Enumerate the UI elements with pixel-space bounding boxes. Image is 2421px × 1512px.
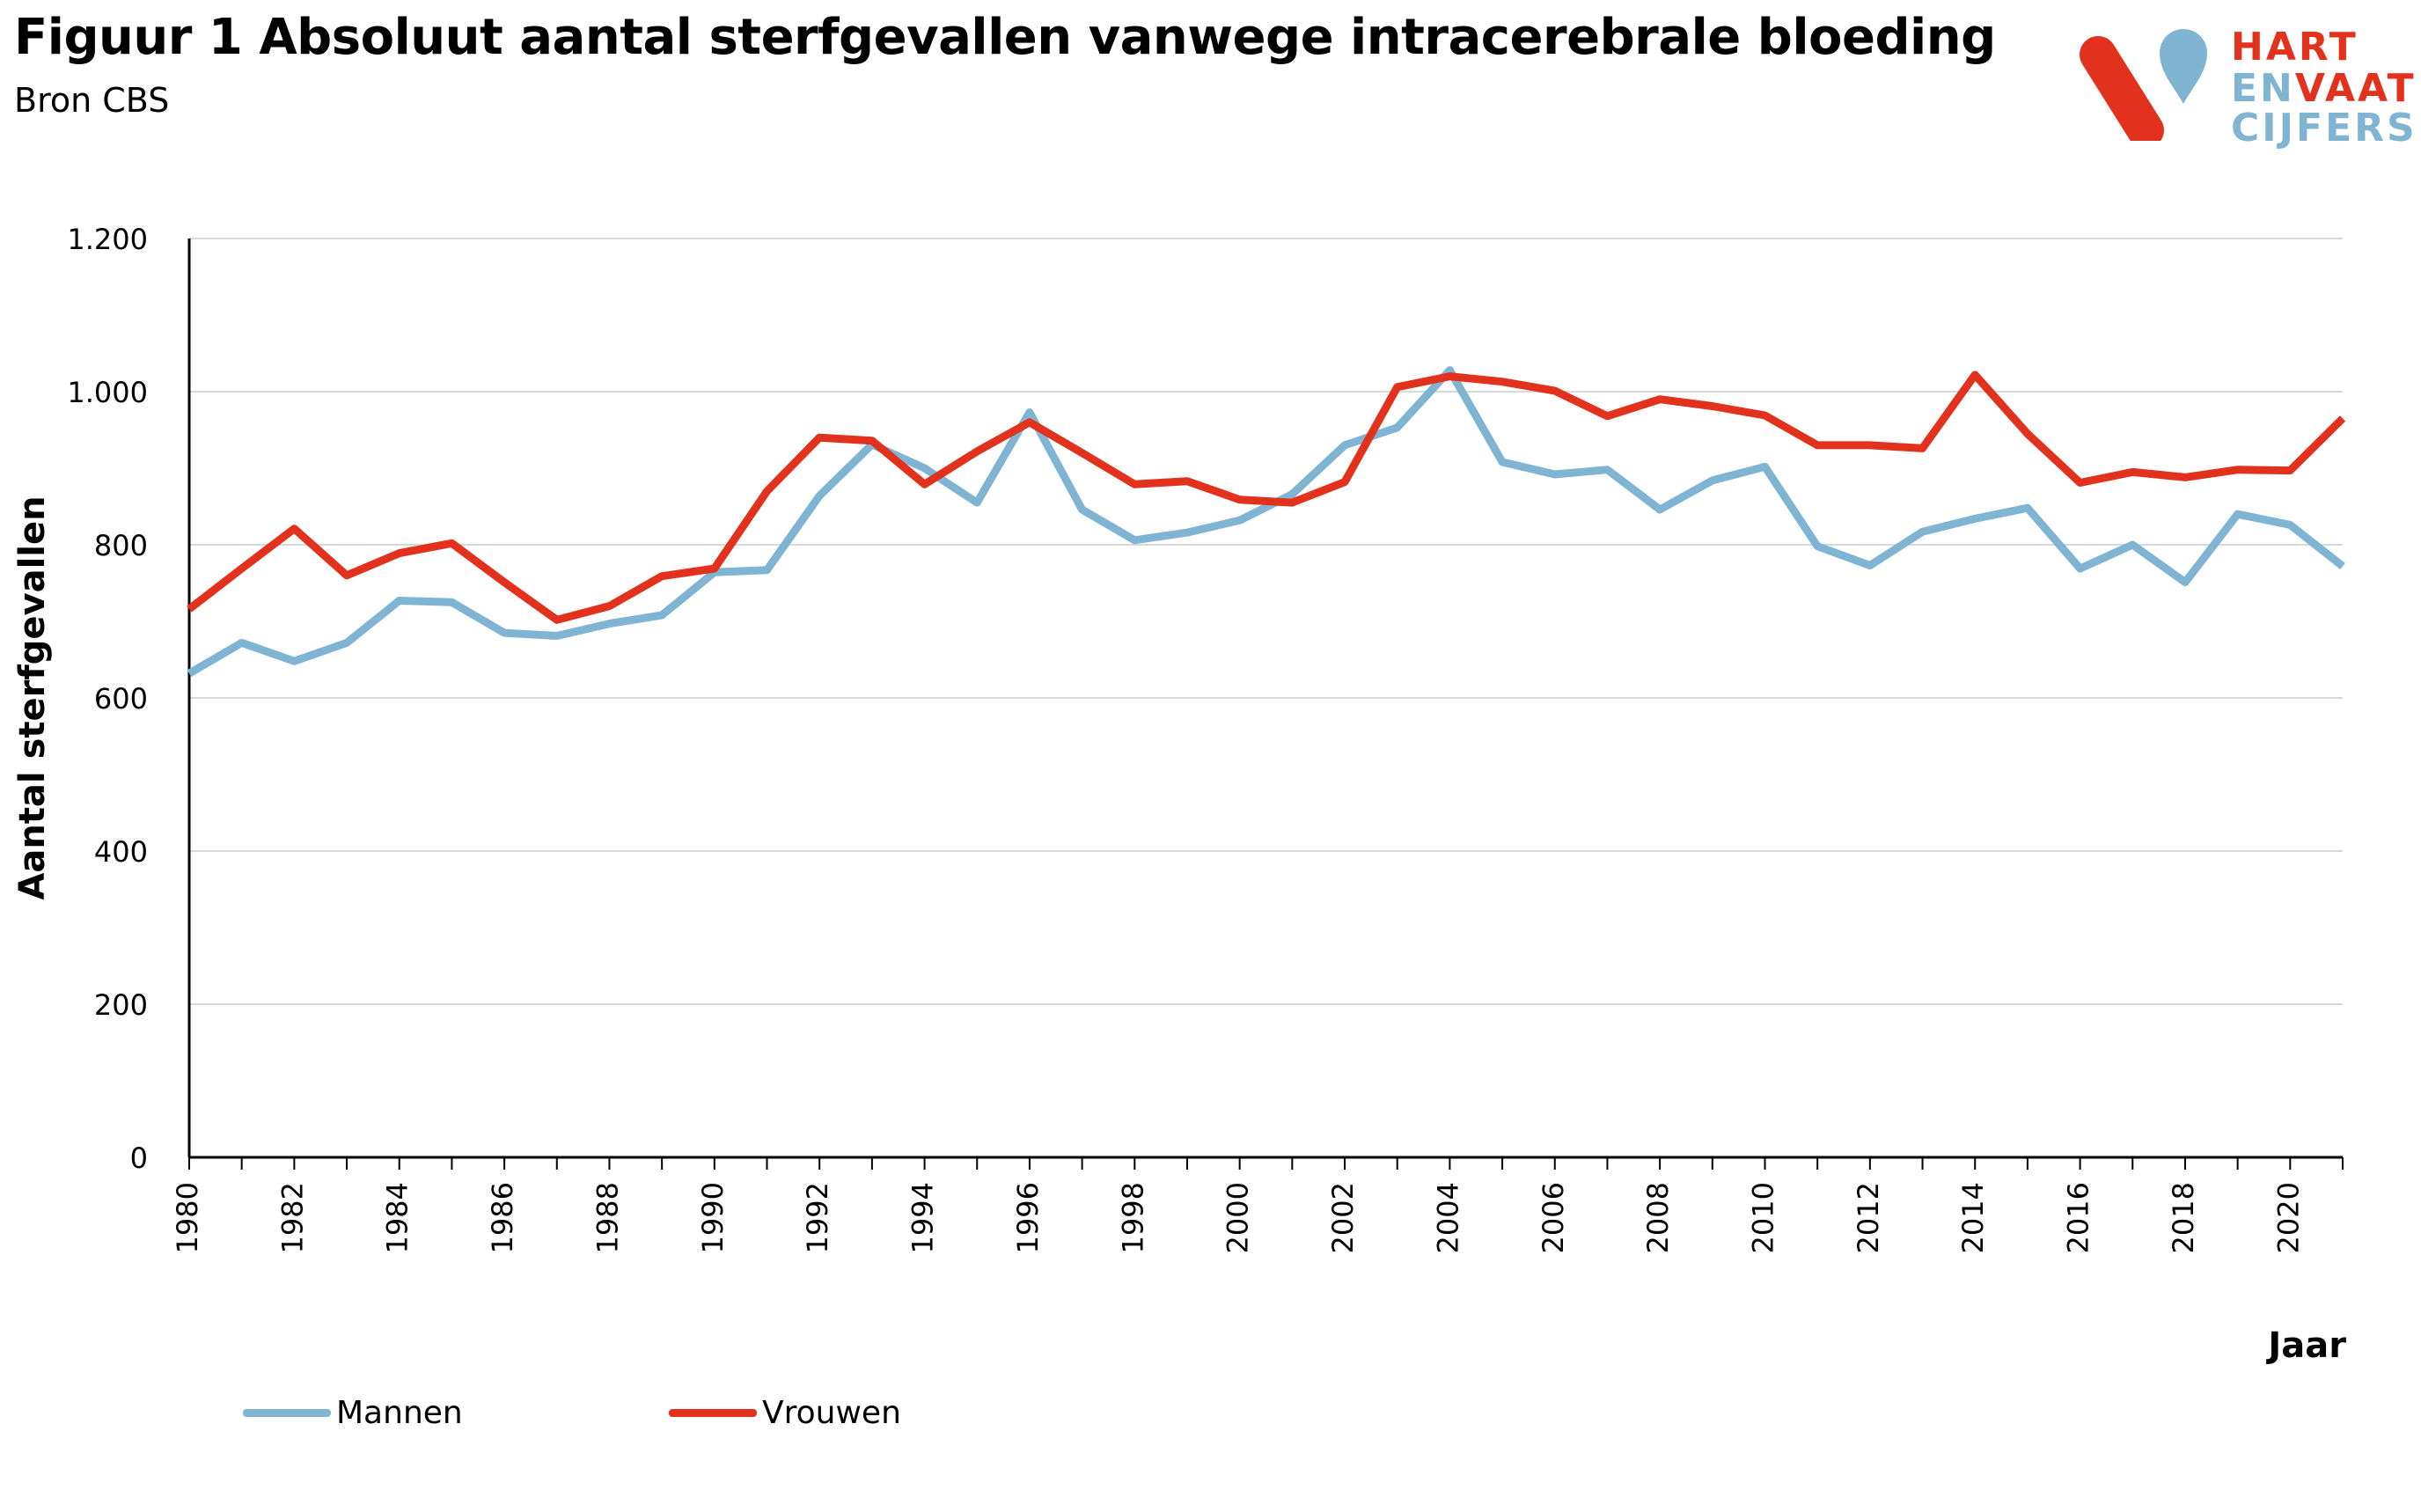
logo-blue-drop	[2160, 29, 2207, 104]
x-tick-label: 2008	[1641, 1182, 1675, 1253]
logo-line1: HART	[2231, 28, 2359, 67]
x-tick-label: 1986	[486, 1182, 519, 1253]
legend-item-vrouwen: Vrouwen	[669, 1395, 901, 1431]
series-line-mannen	[187, 366, 2345, 678]
x-tick-label: 1990	[696, 1182, 730, 1253]
x-tick-label: 2018	[2167, 1182, 2200, 1253]
grid-lines	[189, 238, 2343, 1005]
logo-red-stroke	[2080, 36, 2164, 141]
y-tick-label: 400	[94, 835, 148, 869]
series-lines	[187, 366, 2346, 678]
logo-word-cijfers: CIJFERS	[2231, 106, 2417, 150]
y-tick-label: 0	[130, 1141, 148, 1175]
logo-word-en: EN	[2231, 66, 2295, 111]
x-tick-label: 2014	[1956, 1182, 1990, 1253]
x-tick-label: 2000	[1222, 1182, 1255, 1253]
y-tick-label: 1.200	[67, 223, 148, 256]
x-tick-label: 2002	[1326, 1182, 1360, 1253]
heart-logo-icon	[2080, 29, 2207, 141]
logo-line3: CIJFERS	[2231, 109, 2417, 148]
y-tick-labels: 0 200 400 600 800 1.000 1.200	[67, 223, 148, 1175]
x-tick-label: 2012	[1852, 1182, 1885, 1253]
x-tick-label: 2010	[1746, 1182, 1779, 1253]
logo-word-hart: HART	[2231, 25, 2359, 70]
x-tick-label: 1984	[381, 1182, 415, 1253]
axes	[187, 239, 2344, 1170]
y-tick-label: 200	[94, 988, 148, 1022]
chart-source: Bron CBS	[14, 81, 170, 120]
legend-label-vrouwen: Vrouwen	[762, 1395, 901, 1431]
logo-line2: ENVAAT	[2231, 70, 2417, 108]
x-tick-label: 2016	[2062, 1182, 2095, 1253]
legend-swatch-vrouwen	[669, 1409, 757, 1417]
x-tick-label: 1994	[906, 1182, 940, 1253]
x-tick-label: 1982	[275, 1182, 309, 1253]
series-line-vrouwen	[187, 371, 2346, 624]
legend-swatch-mannen	[243, 1409, 331, 1417]
x-tick-label: 1980	[171, 1182, 204, 1253]
x-tick-labels: 1980 1982 1984 1986 1988 1990 1992 1994 1996 1998…	[171, 1182, 2305, 1253]
legend-item-mannen: Mannen	[243, 1395, 463, 1431]
x-tick-label: 2006	[1537, 1182, 1570, 1253]
x-tick-label: 2004	[1431, 1182, 1464, 1253]
logo-word-vaat: VAAT	[2294, 66, 2417, 111]
y-tick-label: 800	[94, 529, 148, 562]
chart-title: Figuur 1 Absoluut aantal sterfgevallen v…	[14, 9, 1996, 66]
y-tick-label: 1.000	[67, 376, 148, 409]
x-tick-label: 1996	[1011, 1182, 1045, 1253]
y-tick-label: 600	[94, 682, 148, 716]
legend-label-mannen: Mannen	[336, 1395, 463, 1431]
x-tick-label: 1988	[591, 1182, 624, 1253]
x-tick-label: 2020	[2271, 1182, 2305, 1253]
x-tick-label: 1992	[801, 1182, 834, 1253]
y-axis-label: Aantal sterfgevallen	[12, 495, 53, 899]
x-axis-label: Jaar	[2265, 1325, 2346, 1366]
x-tick-label: 1998	[1116, 1182, 1149, 1253]
